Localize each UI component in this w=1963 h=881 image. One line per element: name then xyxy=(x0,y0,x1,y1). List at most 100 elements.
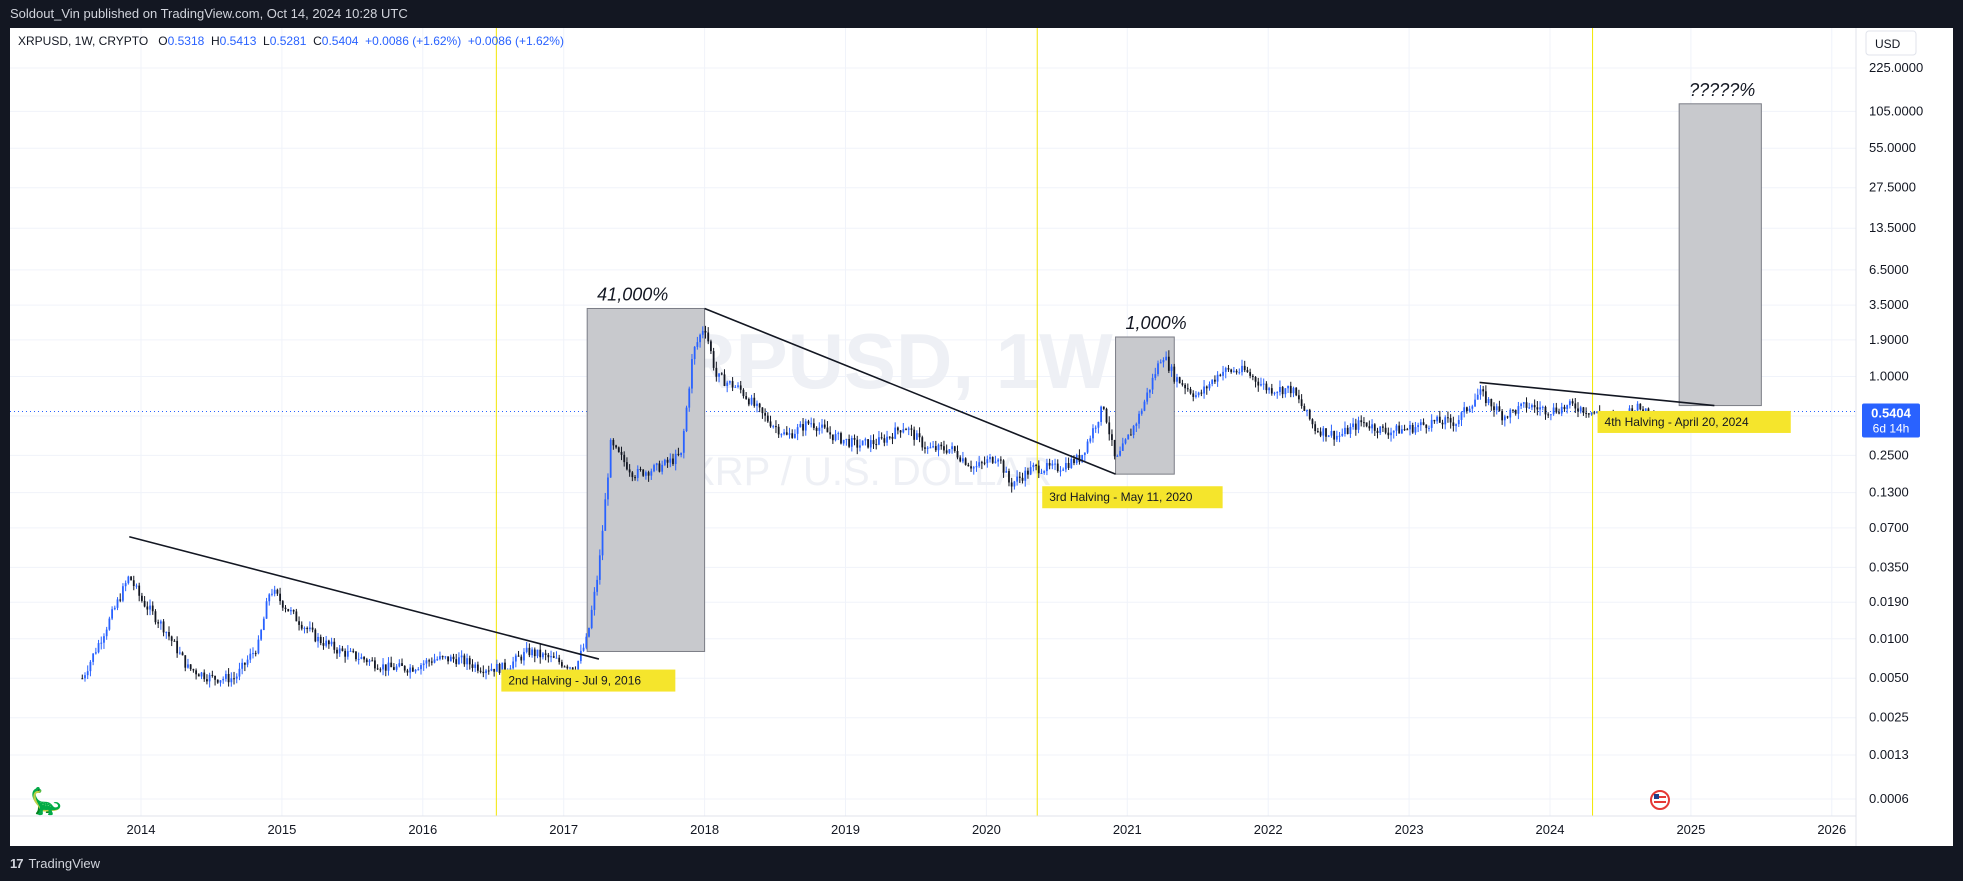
candle-body xyxy=(1040,473,1043,475)
candle-body xyxy=(924,447,926,449)
candle-body xyxy=(715,367,718,377)
halving-label: 2nd Halving - Jul 9, 2016 xyxy=(508,674,641,688)
candle-body xyxy=(1558,412,1560,414)
candle-body xyxy=(143,600,146,607)
price-axis: 225.0000 105.0000 55.0000 27.5000 13.5000 6.5… xyxy=(1855,28,1923,846)
candle-body xyxy=(430,661,433,663)
candle-body xyxy=(929,447,932,449)
candle-body xyxy=(1154,374,1157,378)
candle-body xyxy=(476,664,479,671)
candle-body xyxy=(840,433,842,444)
candle-body xyxy=(753,397,756,406)
candle-body xyxy=(1032,464,1035,468)
candle-body xyxy=(181,652,184,656)
x-tick-label: 2022 xyxy=(1254,822,1283,837)
legend-o-value: 0.5318 xyxy=(167,34,205,48)
x-tick-label: 2021 xyxy=(1113,822,1142,837)
candle-body xyxy=(433,659,436,663)
candle-body xyxy=(959,457,962,462)
candle-body xyxy=(677,453,680,456)
candle-body xyxy=(306,627,309,630)
candle-body xyxy=(907,428,910,430)
candle-body xyxy=(300,624,303,629)
candle-body xyxy=(804,421,807,431)
candle-body xyxy=(693,346,696,360)
candle-body xyxy=(468,658,471,665)
candle-body xyxy=(796,427,799,434)
candle-body xyxy=(815,427,818,431)
candle-body xyxy=(888,436,891,438)
candle-body xyxy=(558,657,561,663)
candle-body xyxy=(146,606,149,610)
candle-body xyxy=(1119,450,1121,456)
candle-body xyxy=(861,440,864,446)
candle-body xyxy=(962,458,964,462)
candle-body xyxy=(1005,471,1008,473)
candle-body xyxy=(1498,406,1501,412)
candle-body xyxy=(417,669,420,671)
tradingview-logo[interactable]: 17 TradingView xyxy=(10,854,100,874)
candle-body xyxy=(159,621,162,624)
chart-frame[interactable] xyxy=(10,28,1953,846)
candle-body xyxy=(439,656,441,660)
legend-h-value: 0.5413 xyxy=(219,34,257,48)
candle-body xyxy=(460,655,463,658)
candle-body xyxy=(325,640,328,646)
candle-body xyxy=(826,427,829,433)
x-tick-label: 2018 xyxy=(690,822,719,837)
candle-body xyxy=(951,446,953,450)
candle-body xyxy=(791,433,794,438)
candle-body xyxy=(918,433,921,438)
candle-body xyxy=(1167,356,1170,371)
candle-body xyxy=(639,469,642,471)
candle-body xyxy=(406,670,409,673)
candle-body xyxy=(1587,413,1590,415)
candle-body xyxy=(696,342,699,347)
candle-body xyxy=(1062,469,1065,471)
candle-body xyxy=(1596,411,1598,413)
candle-body xyxy=(1501,411,1504,421)
candle-body xyxy=(279,593,281,602)
candle-body xyxy=(498,663,501,673)
candle-body xyxy=(466,658,468,665)
candle-body xyxy=(644,472,647,476)
candle-body xyxy=(590,609,593,628)
halving-label-bg xyxy=(501,669,676,692)
candle-body xyxy=(1238,372,1241,374)
candle-body xyxy=(1547,414,1550,416)
candle-body xyxy=(211,674,214,676)
candle-body xyxy=(1268,388,1271,391)
candle-body xyxy=(1251,375,1254,378)
candle-body xyxy=(1368,426,1371,429)
candle-body xyxy=(845,438,848,440)
candle-body xyxy=(1241,365,1243,373)
candle-body xyxy=(414,669,417,672)
candle-body xyxy=(290,610,292,612)
candle-body xyxy=(1046,463,1048,472)
halving-label-bg xyxy=(1597,410,1791,433)
candle-body xyxy=(319,636,322,644)
candle-body xyxy=(493,668,496,672)
candle-body xyxy=(1279,386,1281,393)
candle-body xyxy=(222,678,225,681)
candle-body xyxy=(555,657,558,659)
candle-body xyxy=(880,437,883,439)
dino-icon: 🦕 xyxy=(30,786,62,816)
candle-body xyxy=(1482,389,1485,392)
y-tick-label: 6.5000 xyxy=(1869,262,1909,277)
candle-body xyxy=(235,676,238,679)
candle-body xyxy=(474,664,477,668)
candle-body xyxy=(915,433,918,440)
candle-body xyxy=(552,656,555,658)
candle-body xyxy=(94,652,97,654)
footer-brand: TradingView xyxy=(28,856,101,871)
price-tag-value: 0.5404 xyxy=(1871,406,1912,421)
x-tick-label: 2020 xyxy=(972,822,1001,837)
candle-body xyxy=(1425,424,1428,429)
currency-button[interactable] xyxy=(1865,30,1917,56)
candle-body xyxy=(937,444,940,451)
candle-body xyxy=(1148,389,1151,393)
candle-body xyxy=(1010,482,1013,487)
candle-body xyxy=(1463,407,1466,413)
